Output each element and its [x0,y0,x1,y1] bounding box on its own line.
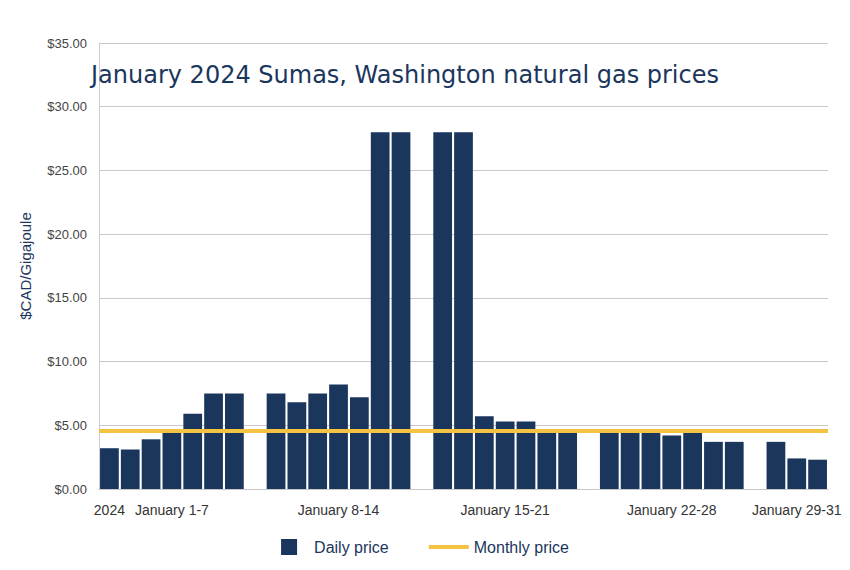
svg-text:January 1-7: January 1-7 [135,502,209,518]
svg-text:January 22-28: January 22-28 [627,502,717,518]
svg-text:Daily price: Daily price [314,539,389,556]
svg-text:$25.00: $25.00 [47,163,87,178]
svg-text:$0.00: $0.00 [54,482,87,497]
svg-text:$30.00: $30.00 [47,99,87,114]
svg-text:January 2024 Sumas, Washington: January 2024 Sumas, Washington natural g… [89,61,719,89]
svg-text:$10.00: $10.00 [47,354,87,369]
svg-text:Monthly price: Monthly price [474,539,569,556]
svg-text:$CAD/Gigajoule: $CAD/Gigajoule [17,212,34,320]
svg-text:$35.00: $35.00 [47,36,87,51]
svg-text:$5.00: $5.00 [54,418,87,433]
svg-text:2024: 2024 [94,502,125,518]
svg-text:$15.00: $15.00 [47,290,87,305]
svg-text:January 8-14: January 8-14 [298,502,380,518]
svg-text:January 29-31: January 29-31 [752,502,842,518]
svg-text:January 15-21: January 15-21 [460,502,550,518]
svg-text:$20.00: $20.00 [47,227,87,242]
